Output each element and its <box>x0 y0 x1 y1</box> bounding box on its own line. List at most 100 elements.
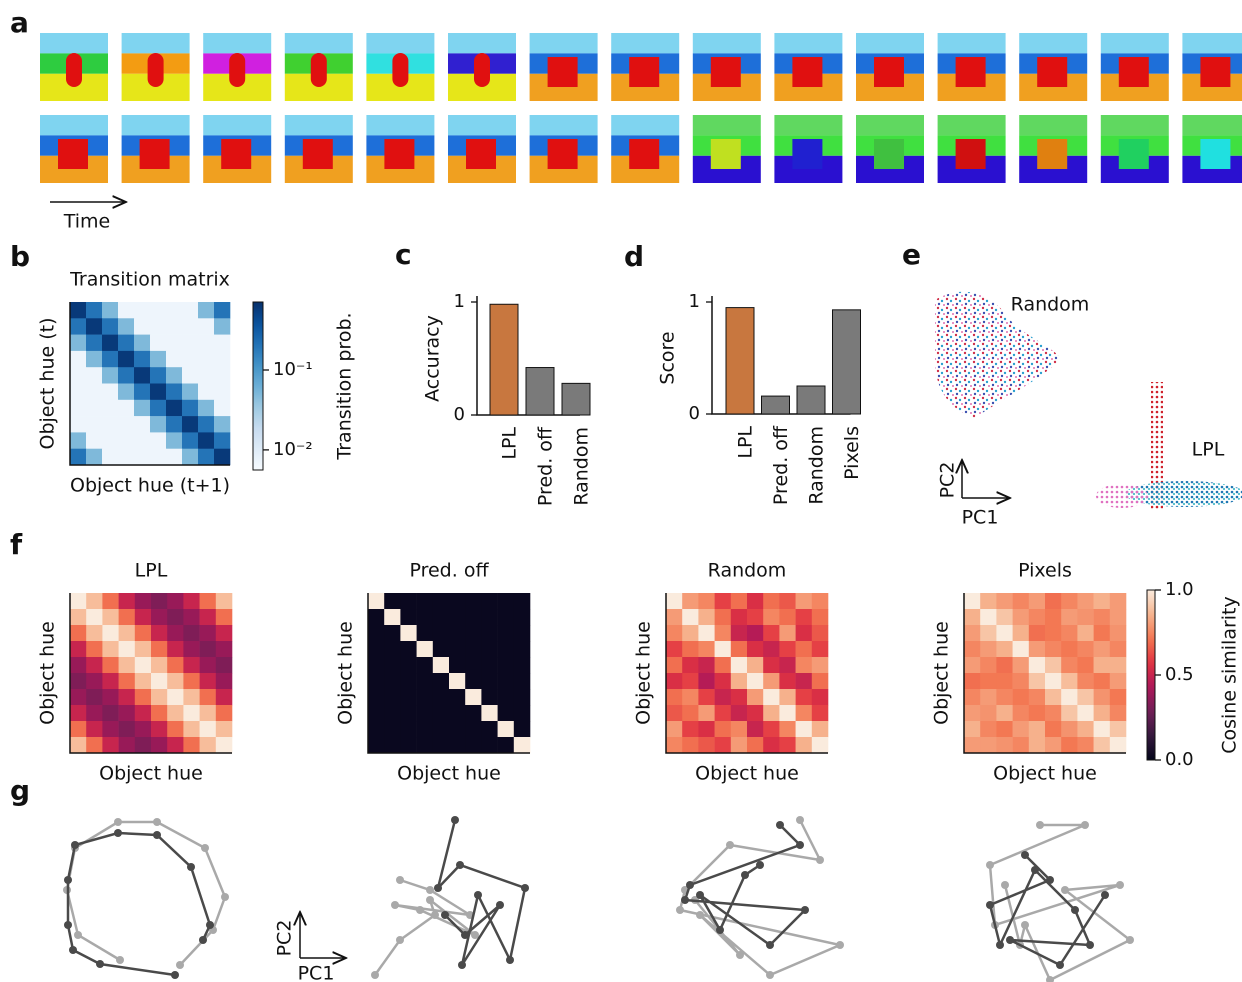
heatmap-cell <box>182 335 198 352</box>
trajectory <box>990 855 1105 965</box>
trajectory <box>68 833 210 975</box>
trajectory-point <box>1021 921 1029 929</box>
heatmap-cell <box>514 641 531 657</box>
trajectory-point <box>187 863 195 871</box>
frame-object <box>466 139 496 169</box>
heatmap-cell <box>150 367 166 384</box>
heatmap-cell <box>1077 737 1094 753</box>
heatmap-cell <box>1045 593 1062 609</box>
heatmap-cell <box>715 641 732 657</box>
heatmap-cell <box>481 737 498 753</box>
heatmap-cell <box>150 400 166 417</box>
bar <box>490 304 518 415</box>
trajectory <box>685 825 805 945</box>
heatmap-cell <box>1061 593 1078 609</box>
trajectory-point <box>176 961 184 969</box>
heatmap-cell <box>368 593 385 609</box>
heatmap-cell <box>150 384 166 401</box>
heatmap-cell <box>135 689 152 705</box>
heatmap-cell <box>119 609 136 625</box>
trajectory-point <box>1126 936 1134 944</box>
heatmap-cell <box>796 721 813 737</box>
heatmap-cell <box>964 593 981 609</box>
heatmap-cell <box>1061 705 1078 721</box>
trajectory-point <box>796 841 804 849</box>
frame-sky <box>774 115 842 135</box>
heatmap-cell <box>135 657 152 673</box>
heatmap-cell <box>812 689 829 705</box>
colorbar-tick-label: 10⁻² <box>273 439 313 460</box>
heatmap-cell <box>102 737 119 753</box>
frame-object <box>874 139 904 169</box>
frame-sky <box>366 115 434 135</box>
heatmap-cell <box>698 721 715 737</box>
trajectory-point <box>426 896 434 904</box>
heatmap-cell <box>1077 705 1094 721</box>
heatmap-cell <box>731 657 748 673</box>
trajectory-point <box>696 891 704 899</box>
heatmap-cell <box>384 673 401 689</box>
y-axis-label: Object hue <box>633 621 655 725</box>
heatmap-cell <box>86 302 102 319</box>
heatmap-cell <box>70 384 86 401</box>
panel-label: d <box>624 240 644 273</box>
heatmap-cell <box>715 609 732 625</box>
heatmap-cell <box>417 705 434 721</box>
y-tick-label: 0 <box>454 404 465 425</box>
heatmap-cell <box>747 657 764 673</box>
heatmap-cell <box>449 673 466 689</box>
heatmap-cell <box>70 593 87 609</box>
heatmap-cell <box>433 689 450 705</box>
heatmap-cell <box>465 689 482 705</box>
frame-object <box>956 57 986 87</box>
heatmap-cell <box>1094 689 1111 705</box>
heatmap-cell <box>980 609 997 625</box>
heatmap-cell <box>779 593 796 609</box>
heatmap-cell <box>134 384 150 401</box>
heatmap-cell <box>514 689 531 705</box>
heatmap-cell <box>747 721 764 737</box>
heatmap-cell <box>449 609 466 625</box>
heatmap-cell <box>70 609 87 625</box>
heatmap-cell <box>996 641 1013 657</box>
chart-title: Pixels <box>1018 560 1072 582</box>
heatmap-cell <box>417 737 434 753</box>
heatmap-cell <box>1045 737 1062 753</box>
heatmap-cell <box>102 351 118 368</box>
trajectory-point <box>171 971 179 979</box>
heatmap-cell <box>1110 673 1127 689</box>
heatmap-cell <box>996 593 1013 609</box>
heatmap-cell <box>135 721 152 737</box>
heatmap-cell <box>763 641 780 657</box>
trajectory-point <box>756 861 764 869</box>
heatmap-cell <box>731 673 748 689</box>
trajectory-point <box>441 911 449 919</box>
heatmap-cell <box>70 432 86 449</box>
heatmap-cell <box>763 625 780 641</box>
frame-sky <box>203 33 271 53</box>
heatmap-cell <box>433 673 450 689</box>
heatmap-cell <box>198 400 214 417</box>
heatmap-cell <box>1045 689 1062 705</box>
heatmap-cell <box>134 432 150 449</box>
heatmap-cell <box>151 641 168 657</box>
heatmap-cell <box>86 657 103 673</box>
heatmap-cell <box>449 737 466 753</box>
frame-sky <box>448 115 516 135</box>
y-axis-label: Score <box>657 331 679 384</box>
heatmap-cell <box>698 705 715 721</box>
heatmap-cell <box>1110 657 1127 673</box>
heatmap-cell <box>400 593 417 609</box>
heatmap-cell <box>119 721 136 737</box>
heatmap-cell <box>747 609 764 625</box>
heatmap-cell <box>747 705 764 721</box>
x-tick-label: LPL <box>499 427 521 460</box>
heatmap-cell <box>433 625 450 641</box>
frame-sky <box>856 33 924 53</box>
heatmap-cell <box>102 384 118 401</box>
heatmap-cell <box>433 641 450 657</box>
heatmap-cell <box>70 705 87 721</box>
heatmap-cell <box>150 432 166 449</box>
heatmap-cell <box>779 673 796 689</box>
heatmap-cell <box>812 721 829 737</box>
